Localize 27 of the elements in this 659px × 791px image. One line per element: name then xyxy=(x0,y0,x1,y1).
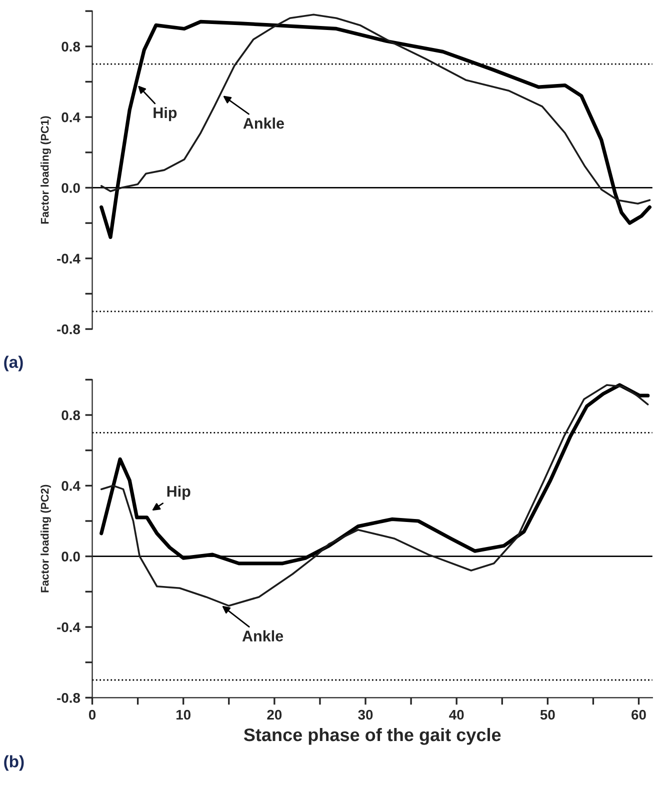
annotation: Hip xyxy=(154,106,177,122)
y-tick-label: -0.4 xyxy=(57,254,80,264)
y-tick-label: -0.4 xyxy=(57,622,80,632)
y-tick-label: -0.8 xyxy=(57,692,80,703)
annotation: Ankle xyxy=(242,630,284,642)
text: (b) xyxy=(4,755,24,771)
y-axis-title: Factor loading (PC2) xyxy=(40,484,51,592)
x-tick-label: 60 xyxy=(632,710,646,720)
x-tick-label: 50 xyxy=(540,710,555,720)
y-tick-label: -0.8 xyxy=(57,324,80,334)
x-tick-label: 0 xyxy=(88,710,96,720)
y-tick-label: 0.4 xyxy=(62,112,80,122)
line-series xyxy=(100,14,651,205)
y-tick-label: 0.4 xyxy=(62,481,80,491)
x-tick-label: 30 xyxy=(358,710,373,720)
x-tick-label: 40 xyxy=(449,710,464,720)
annotation: Hip xyxy=(167,486,190,500)
y-axis-title: Factor loading (PC1) xyxy=(40,116,51,224)
y-tick-label: 0.8 xyxy=(62,42,80,52)
x-tick-label: 10 xyxy=(176,710,190,720)
text: (a) xyxy=(4,356,23,372)
y-tick-label: 0.0 xyxy=(62,183,80,193)
y-tick-label: 0.0 xyxy=(62,552,80,562)
x-tick-label: 20 xyxy=(267,710,282,720)
annotation: Ankle xyxy=(243,118,284,129)
x-axis-title: Stance phase of the gait cycle xyxy=(244,728,501,745)
y-tick-label: 0.8 xyxy=(62,410,80,420)
